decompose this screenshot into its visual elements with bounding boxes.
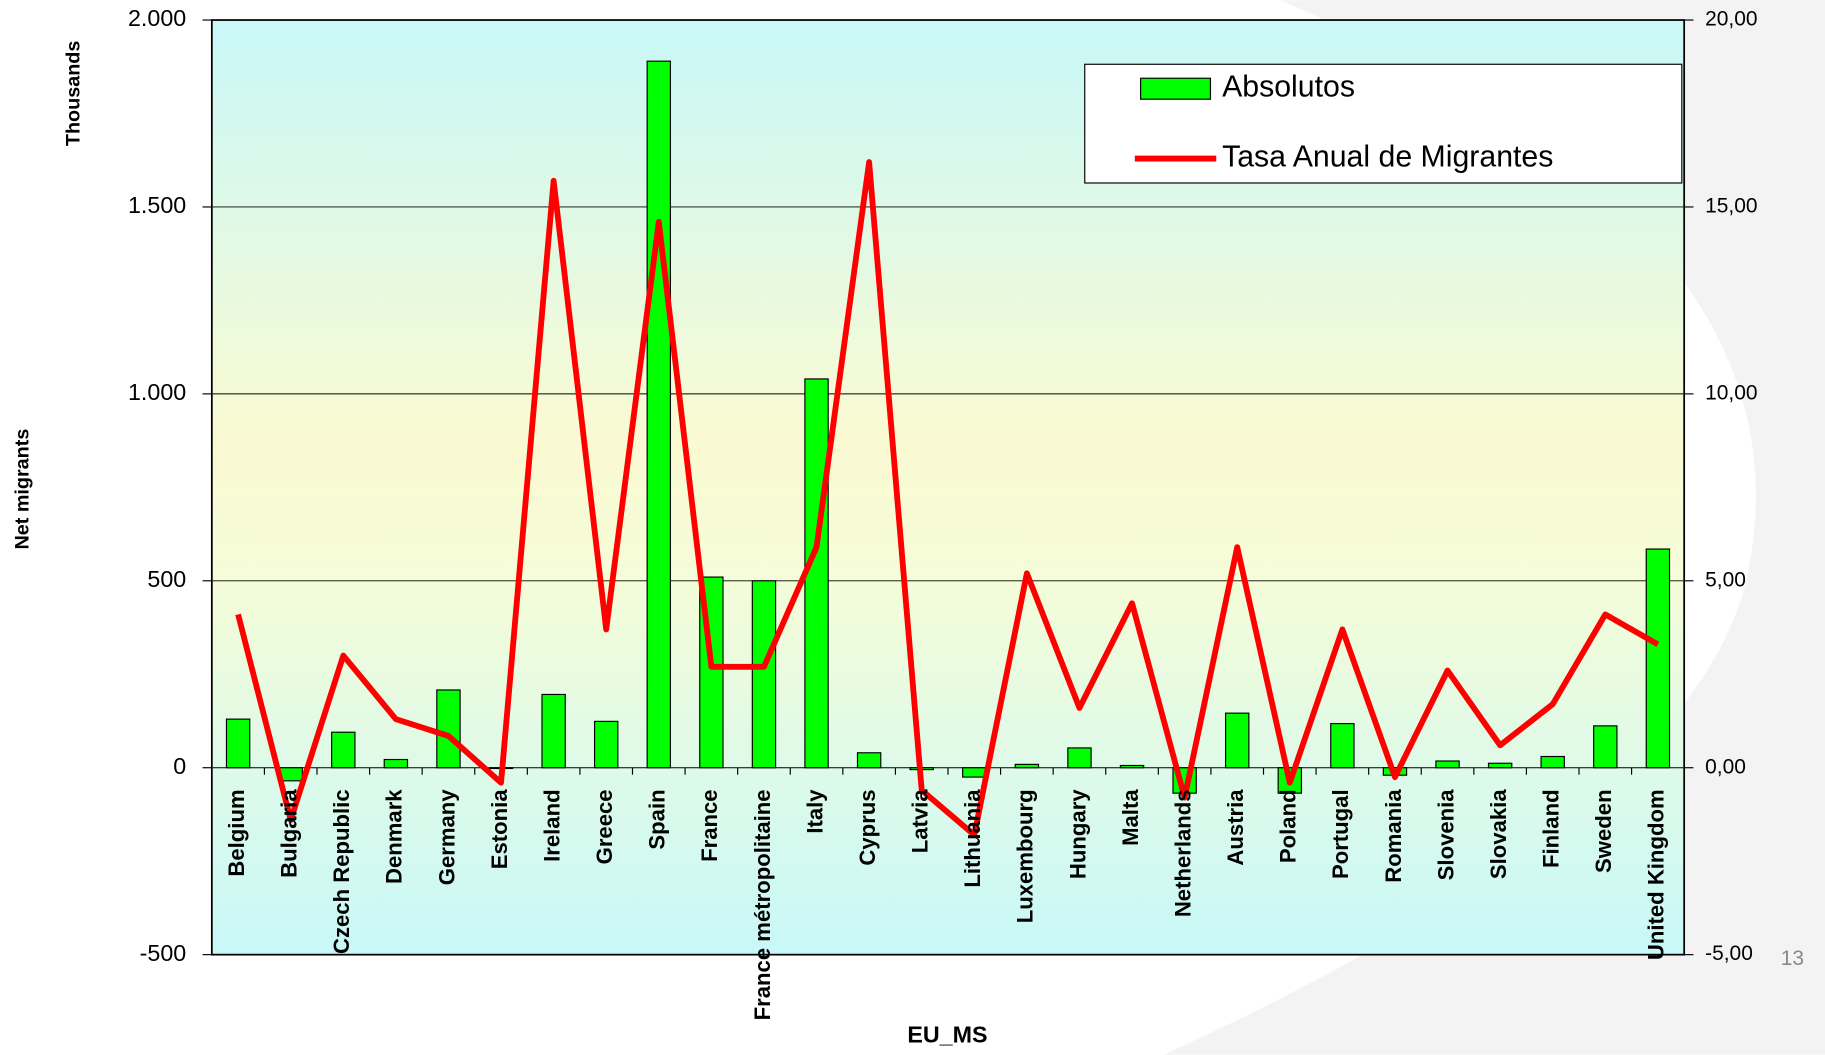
y-axis-label: Net migrants xyxy=(11,429,33,550)
x-tick-label: Poland xyxy=(1276,789,1301,863)
x-tick-label: Luxembourg xyxy=(1013,789,1038,923)
bar xyxy=(383,758,409,769)
x-tick-label: Italy xyxy=(802,789,827,834)
x-tick-label: Germany xyxy=(434,789,459,886)
x-tick-label: Greece xyxy=(592,789,617,864)
bar xyxy=(1540,755,1565,769)
bar xyxy=(804,378,829,769)
bar xyxy=(1330,723,1355,769)
x-tick-label: Portugal xyxy=(1328,789,1353,879)
bar xyxy=(436,689,461,769)
bar xyxy=(646,60,672,769)
bar xyxy=(1224,712,1250,769)
x-tick-label: Malta xyxy=(1118,789,1143,846)
bar xyxy=(1645,548,1671,769)
bar xyxy=(1119,764,1145,769)
x-tick-label: France xyxy=(697,789,722,862)
y2-tick-label: 15,00 xyxy=(1705,194,1757,217)
page-number: 13 xyxy=(1781,947,1804,970)
x-axis-label: EU_MS xyxy=(907,1021,987,1047)
bar xyxy=(962,767,987,778)
bar xyxy=(541,693,566,769)
bar xyxy=(225,718,251,769)
x-tick-label: France métropolitaine xyxy=(750,789,775,1020)
bar xyxy=(1014,763,1040,769)
x-tick-label: Netherlands xyxy=(1170,789,1195,917)
x-tick-label: Latvia xyxy=(908,789,933,854)
y-tick-label: 2.000 xyxy=(128,5,186,31)
x-tick-label: Czech Republic xyxy=(329,789,354,954)
y-tick-label: 1.500 xyxy=(128,192,186,218)
line xyxy=(235,159,1660,838)
x-tick-label: Hungary xyxy=(1065,789,1090,879)
bar xyxy=(751,580,777,769)
x-tick-label: Slovakia xyxy=(1486,789,1511,879)
x-tick-label: Bulgaria xyxy=(277,789,302,878)
x-tick-label: Lithuania xyxy=(960,789,985,888)
y2-tick-label: 20,00 xyxy=(1705,8,1757,31)
bar xyxy=(331,731,356,769)
x-tick-label: Spain xyxy=(645,789,670,849)
legend-label: Absolutos xyxy=(1222,71,1355,104)
x-tick-label: Romania xyxy=(1381,789,1406,883)
x-tick-label: Denmark xyxy=(382,789,407,884)
bar xyxy=(1067,747,1092,769)
y-tick-label: -500 xyxy=(140,940,187,966)
bar xyxy=(856,752,882,769)
y2-tick-label: -5,00 xyxy=(1705,942,1753,965)
y2-tick-label: 5,00 xyxy=(1705,568,1746,591)
y2-tick-label: 10,00 xyxy=(1705,381,1757,404)
y-tick-label: 0 xyxy=(173,753,186,779)
y-tick-label: 500 xyxy=(147,566,186,592)
legend-label: Tasa Anual de Migrantes xyxy=(1222,141,1553,174)
x-tick-label: Estonia xyxy=(487,789,512,870)
x-tick-label: Austria xyxy=(1223,789,1248,866)
y-tick-label: 1.000 xyxy=(128,379,186,405)
x-tick-label: Cyprus xyxy=(855,789,880,865)
x-tick-label: Finland xyxy=(1539,789,1564,868)
x-tick-label: Ireland xyxy=(539,789,564,862)
bar xyxy=(593,720,619,769)
bar xyxy=(1593,725,1618,769)
x-tick-label: Slovenia xyxy=(1433,789,1458,881)
x-tick-label: United Kingdom xyxy=(1644,789,1669,960)
y-axis-unit: Thousands xyxy=(63,41,85,146)
x-tick-label: Belgium xyxy=(224,789,249,876)
legend-swatch xyxy=(1140,77,1212,100)
bar xyxy=(1435,760,1460,769)
y2-tick-label: 0,00 xyxy=(1705,755,1746,778)
bar xyxy=(1487,762,1513,769)
x-tick-label: Sweden xyxy=(1591,789,1616,873)
